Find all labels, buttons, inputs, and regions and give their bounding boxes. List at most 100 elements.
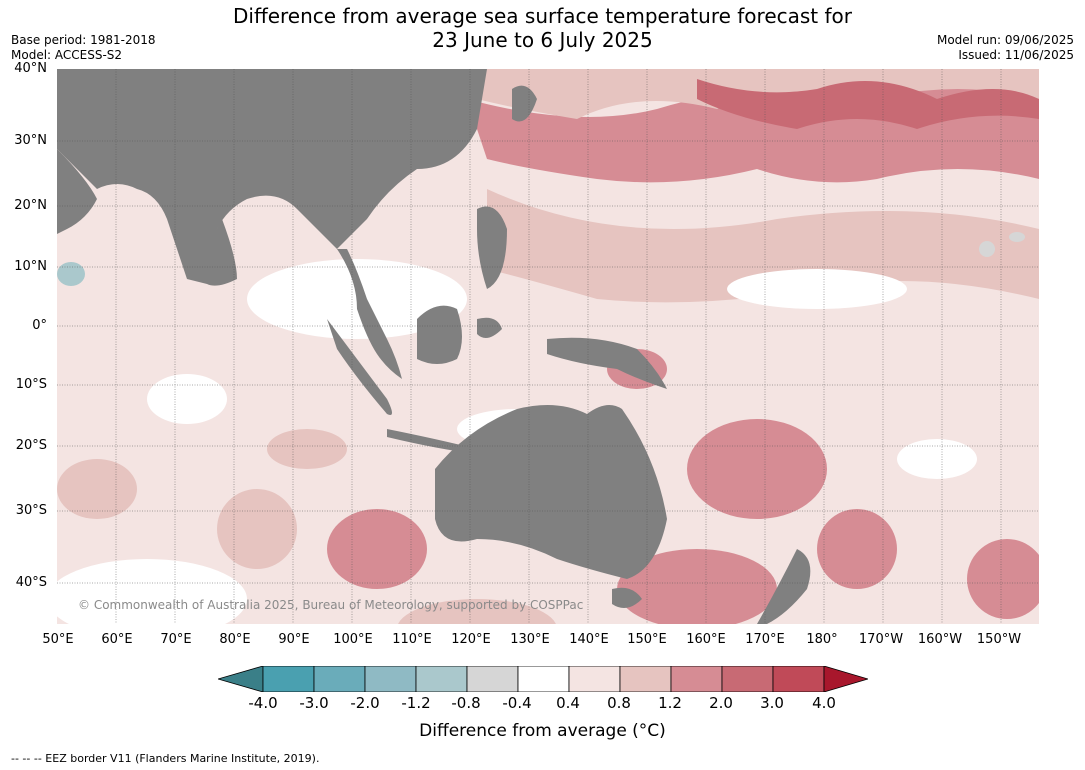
colorbar-bin <box>772 666 825 692</box>
lon-label: 80°E <box>219 632 251 647</box>
colorbar-bin <box>568 666 621 692</box>
sumatra <box>327 319 392 415</box>
colorbar-tick: 3.0 <box>760 694 784 712</box>
copyright-notice: © Commonwealth of Australia 2025, Bureau… <box>78 598 584 612</box>
warm-patch-central-indian <box>267 429 347 469</box>
warm-patch-west <box>57 459 137 519</box>
java <box>387 429 477 454</box>
colorbar <box>218 666 868 692</box>
sulawesi <box>477 317 502 338</box>
colorbar-tick: -0.8 <box>451 694 481 712</box>
lat-label: 10°N <box>14 259 47 274</box>
colorbar-title: Difference from average (°C) <box>419 721 666 741</box>
colorbar-tick: -1.2 <box>401 694 431 712</box>
lon-label: 140°E <box>569 632 609 647</box>
warm-band-subtropical <box>487 189 1039 303</box>
lon-label: 160°W <box>917 632 963 647</box>
lon-label: 100°E <box>333 632 373 647</box>
neutral-patch-5 <box>897 439 977 479</box>
lon-label: 90°E <box>278 632 310 647</box>
colorbar-bin <box>466 666 519 692</box>
lat-label: 10°S <box>15 377 47 392</box>
cool-patch-hawaii <box>979 241 995 257</box>
lon-label: 150°E <box>627 632 667 647</box>
philippines <box>477 206 507 289</box>
warm-patch-coral-sea <box>687 419 827 519</box>
lon-label: 170°W <box>858 632 904 647</box>
colorbar-bins <box>262 666 825 692</box>
lat-label: 40°S <box>15 575 47 590</box>
warm-patch-tasman <box>617 549 777 624</box>
new-guinea <box>547 337 667 389</box>
colorbar-bin <box>262 666 315 692</box>
model-name: Model: ACCESS-S2 <box>11 48 123 62</box>
colorbar-bin <box>619 666 672 692</box>
new-zealand <box>757 549 811 624</box>
lat-label: 20°N <box>14 198 47 213</box>
colorbar-tick: -0.4 <box>502 694 532 712</box>
model-run: Model run: 09/06/2025 <box>936 33 1074 47</box>
lat-label: 30°N <box>14 133 47 148</box>
lat-label: 20°S <box>15 438 47 453</box>
cool-patch-arabian <box>57 262 85 286</box>
gridlines <box>57 69 1039 624</box>
warm-patch-southeast <box>967 539 1039 619</box>
lon-label: 160°E <box>686 632 726 647</box>
land <box>57 69 811 624</box>
lon-label: 150°W <box>976 632 1022 647</box>
colorbar-bin <box>721 666 774 692</box>
lon-label: 110°E <box>392 632 432 647</box>
colorbar-tick: 0.4 <box>556 694 580 712</box>
lon-label: 130°E <box>510 632 550 647</box>
australia <box>435 405 667 579</box>
meta-left: Base period: 1981-2018 Model: ACCESS-S2 <box>11 33 156 63</box>
asia-mainland <box>57 69 487 279</box>
lon-label: 60°E <box>101 632 133 647</box>
warm-patch-indian <box>217 489 297 569</box>
lat-label: 40°N <box>14 61 47 76</box>
warm-patch-indian-south <box>327 509 427 589</box>
malay-peninsula <box>337 249 402 379</box>
arabia <box>57 149 97 234</box>
colorbar-extend-low <box>218 666 264 692</box>
lat-label: 0° <box>32 318 47 333</box>
cool-patch-east <box>1009 232 1025 242</box>
lon-label: 180° <box>806 632 838 647</box>
lon-label: 70°E <box>160 632 192 647</box>
colorbar-bin <box>670 666 723 692</box>
sst-anomaly-map <box>57 69 1039 624</box>
lon-label: 120°E <box>451 632 491 647</box>
neutral-patch-3 <box>57 559 247 624</box>
meta-right: Model run: 09/06/2025 Issued: 11/06/2025 <box>937 33 1074 63</box>
colorbar-tick: 4.0 <box>812 694 836 712</box>
india-tip <box>187 219 237 286</box>
colorbar-tick: 0.8 <box>607 694 631 712</box>
issued-date: Issued: 11/06/2025 <box>958 48 1074 62</box>
japan <box>512 85 537 122</box>
colorbar-tick: -4.0 <box>248 694 278 712</box>
colorbar-tick: 2.0 <box>709 694 733 712</box>
base-period: Base period: 1981-2018 <box>11 33 156 47</box>
map-title: Difference from average sea surface temp… <box>0 4 1085 52</box>
colorbar-extend-high <box>823 666 868 692</box>
hot-patch-north <box>697 79 1039 129</box>
warm-patch-south-australia <box>398 599 556 624</box>
colorbar-bin <box>313 666 366 692</box>
neutral-patch-4 <box>147 374 227 424</box>
eez-footnote: -- -- -- EEZ border V11 (Flanders Marine… <box>11 752 320 765</box>
lon-label: 50°E <box>42 632 74 647</box>
map-title-line-2: 23 June to 6 July 2025 <box>432 28 653 52</box>
colorbar-bin <box>415 666 468 692</box>
colorbar-tick: 1.2 <box>658 694 682 712</box>
neutral-patch-2 <box>727 269 907 309</box>
tasmania <box>612 587 642 608</box>
colorbar-tick: -2.0 <box>350 694 380 712</box>
map-canvas <box>57 69 1039 624</box>
warm-patch-southwest-pacific <box>817 509 897 589</box>
colorbar-bin <box>517 666 570 692</box>
map-title-line-1: Difference from average sea surface temp… <box>232 4 852 28</box>
lat-label: 30°S <box>15 503 47 518</box>
colorbar-tick: -3.0 <box>299 694 329 712</box>
borneo <box>417 305 462 364</box>
colorbar-bin <box>364 666 417 692</box>
